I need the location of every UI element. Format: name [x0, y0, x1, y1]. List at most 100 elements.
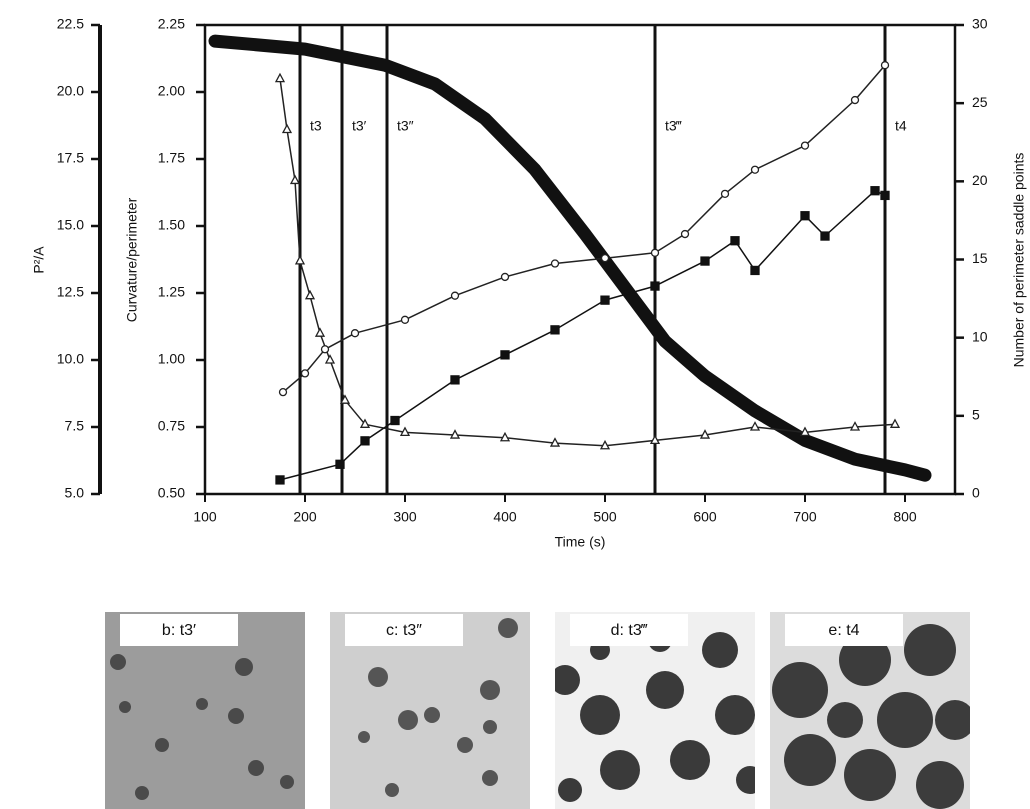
y3-axis-title: Curvature/perimeter: [124, 197, 140, 322]
square-marker: [335, 459, 345, 469]
y3-tick-label: 1.00: [158, 351, 185, 367]
square-marker: [360, 436, 370, 446]
y3-tick-label: 0.75: [158, 418, 185, 434]
y-axis-title: P²/A: [31, 246, 47, 274]
panel-label: c: t3″: [386, 622, 422, 639]
triangle-marker: [314, 327, 326, 337]
x-tick-label: 600: [693, 509, 717, 525]
triangle-marker: [399, 426, 411, 437]
y-tick-label: 15.0: [57, 217, 84, 233]
circle-marker: [450, 291, 460, 300]
panel-label: d: t3‴: [611, 622, 648, 639]
triangle-marker: [799, 426, 811, 437]
triangle-marker: [281, 123, 293, 134]
triangle-marker: [649, 434, 661, 445]
circle-marker: [850, 95, 860, 105]
event-label: t3′: [352, 118, 367, 134]
y2-tick-label: 15: [972, 250, 988, 266]
y-tick-label: 20.0: [57, 83, 84, 99]
series-line: [279, 77, 896, 447]
plot-frame: [203, 23, 957, 496]
y2-tick-label: 30: [972, 16, 988, 32]
circle-marker: [350, 329, 360, 338]
panel-label-box: [570, 614, 688, 646]
triangle-marker: [699, 429, 711, 439]
square-marker: [800, 211, 810, 221]
square-marker: [730, 236, 740, 246]
panel-label-box: [785, 614, 903, 646]
triangle-marker: [324, 354, 336, 364]
y2-tick-label: 20: [972, 172, 988, 188]
square-marker: [880, 190, 890, 201]
y3-tick-label: 1.75: [158, 150, 185, 166]
square-marker: [650, 281, 660, 291]
panel-label-box: [345, 614, 463, 646]
y2-tick-label: 25: [972, 94, 988, 110]
triangle-marker: [749, 421, 761, 431]
square-marker: [450, 375, 460, 385]
series-line: [279, 189, 886, 481]
panel-label-box: [120, 614, 238, 646]
y-tick-label: 17.5: [57, 150, 84, 166]
triangle-marker: [289, 174, 301, 185]
y2-tick-label: 0: [972, 485, 980, 501]
event-label: t3‴: [665, 118, 682, 134]
square-marker: [820, 231, 830, 241]
triangle-marker: [294, 254, 306, 265]
triangle-marker: [449, 429, 461, 439]
triangle-marker: [849, 421, 861, 431]
circle-marker: [278, 388, 288, 397]
circle-marker: [880, 61, 890, 70]
triangle-marker: [274, 72, 286, 83]
y3-tick-label: 1.50: [158, 217, 185, 233]
x-tick-label: 100: [193, 509, 217, 525]
event-label: t3″: [397, 118, 414, 134]
y-tick-label: 7.5: [65, 418, 85, 434]
y3-tick-label: 0.50: [158, 485, 185, 501]
square-marker: [750, 265, 760, 276]
circle-marker: [650, 248, 660, 257]
circle-marker: [750, 165, 760, 174]
panel-labels: b: t3′ c: t3″ d: t3‴ e: t4: [120, 614, 903, 646]
y-tick-label: 10.0: [57, 351, 84, 367]
x-tick-label: 800: [893, 509, 917, 525]
y-tick-label: 12.5: [57, 284, 84, 300]
event-label: t3: [310, 118, 322, 134]
panel-label: b: t3′: [162, 622, 196, 639]
triangle-marker: [549, 437, 561, 447]
x-tick-label: 700: [793, 509, 817, 525]
x-axis-title: Time (s): [555, 534, 606, 550]
y3-tick-label: 2.25: [158, 16, 185, 32]
square-marker: [275, 475, 285, 485]
triangle-marker: [304, 289, 316, 300]
x-tick-label: 300: [393, 509, 417, 525]
square-marker: [700, 256, 710, 266]
square-marker: [390, 415, 400, 426]
triangle-marker: [599, 439, 611, 450]
series-line: [282, 64, 886, 393]
triangle-marker: [889, 418, 901, 428]
x-tick-label: 400: [493, 509, 517, 525]
circle-marker: [550, 259, 560, 268]
circle-marker: [320, 345, 330, 354]
circle-marker: [500, 272, 510, 282]
y2-axis-title: Number of perimeter saddle points: [1011, 153, 1027, 368]
triangle-marker: [499, 431, 511, 442]
x-tick-label: 200: [293, 509, 317, 525]
y3-tick-label: 1.25: [158, 284, 185, 300]
square-marker: [870, 186, 880, 196]
circle-marker: [300, 369, 310, 378]
circle-marker: [400, 315, 410, 324]
x-tick-label: 500: [593, 509, 617, 525]
circle-marker: [720, 189, 730, 198]
circle-marker: [800, 141, 810, 150]
y2-tick-label: 5: [972, 407, 980, 423]
series-line: [208, 34, 932, 482]
circle-marker: [600, 254, 610, 263]
y-tick-label: 22.5: [57, 16, 84, 32]
panel-label: e: t4: [828, 622, 859, 639]
y-tick-label: 5.0: [65, 485, 85, 501]
square-marker: [500, 350, 510, 360]
